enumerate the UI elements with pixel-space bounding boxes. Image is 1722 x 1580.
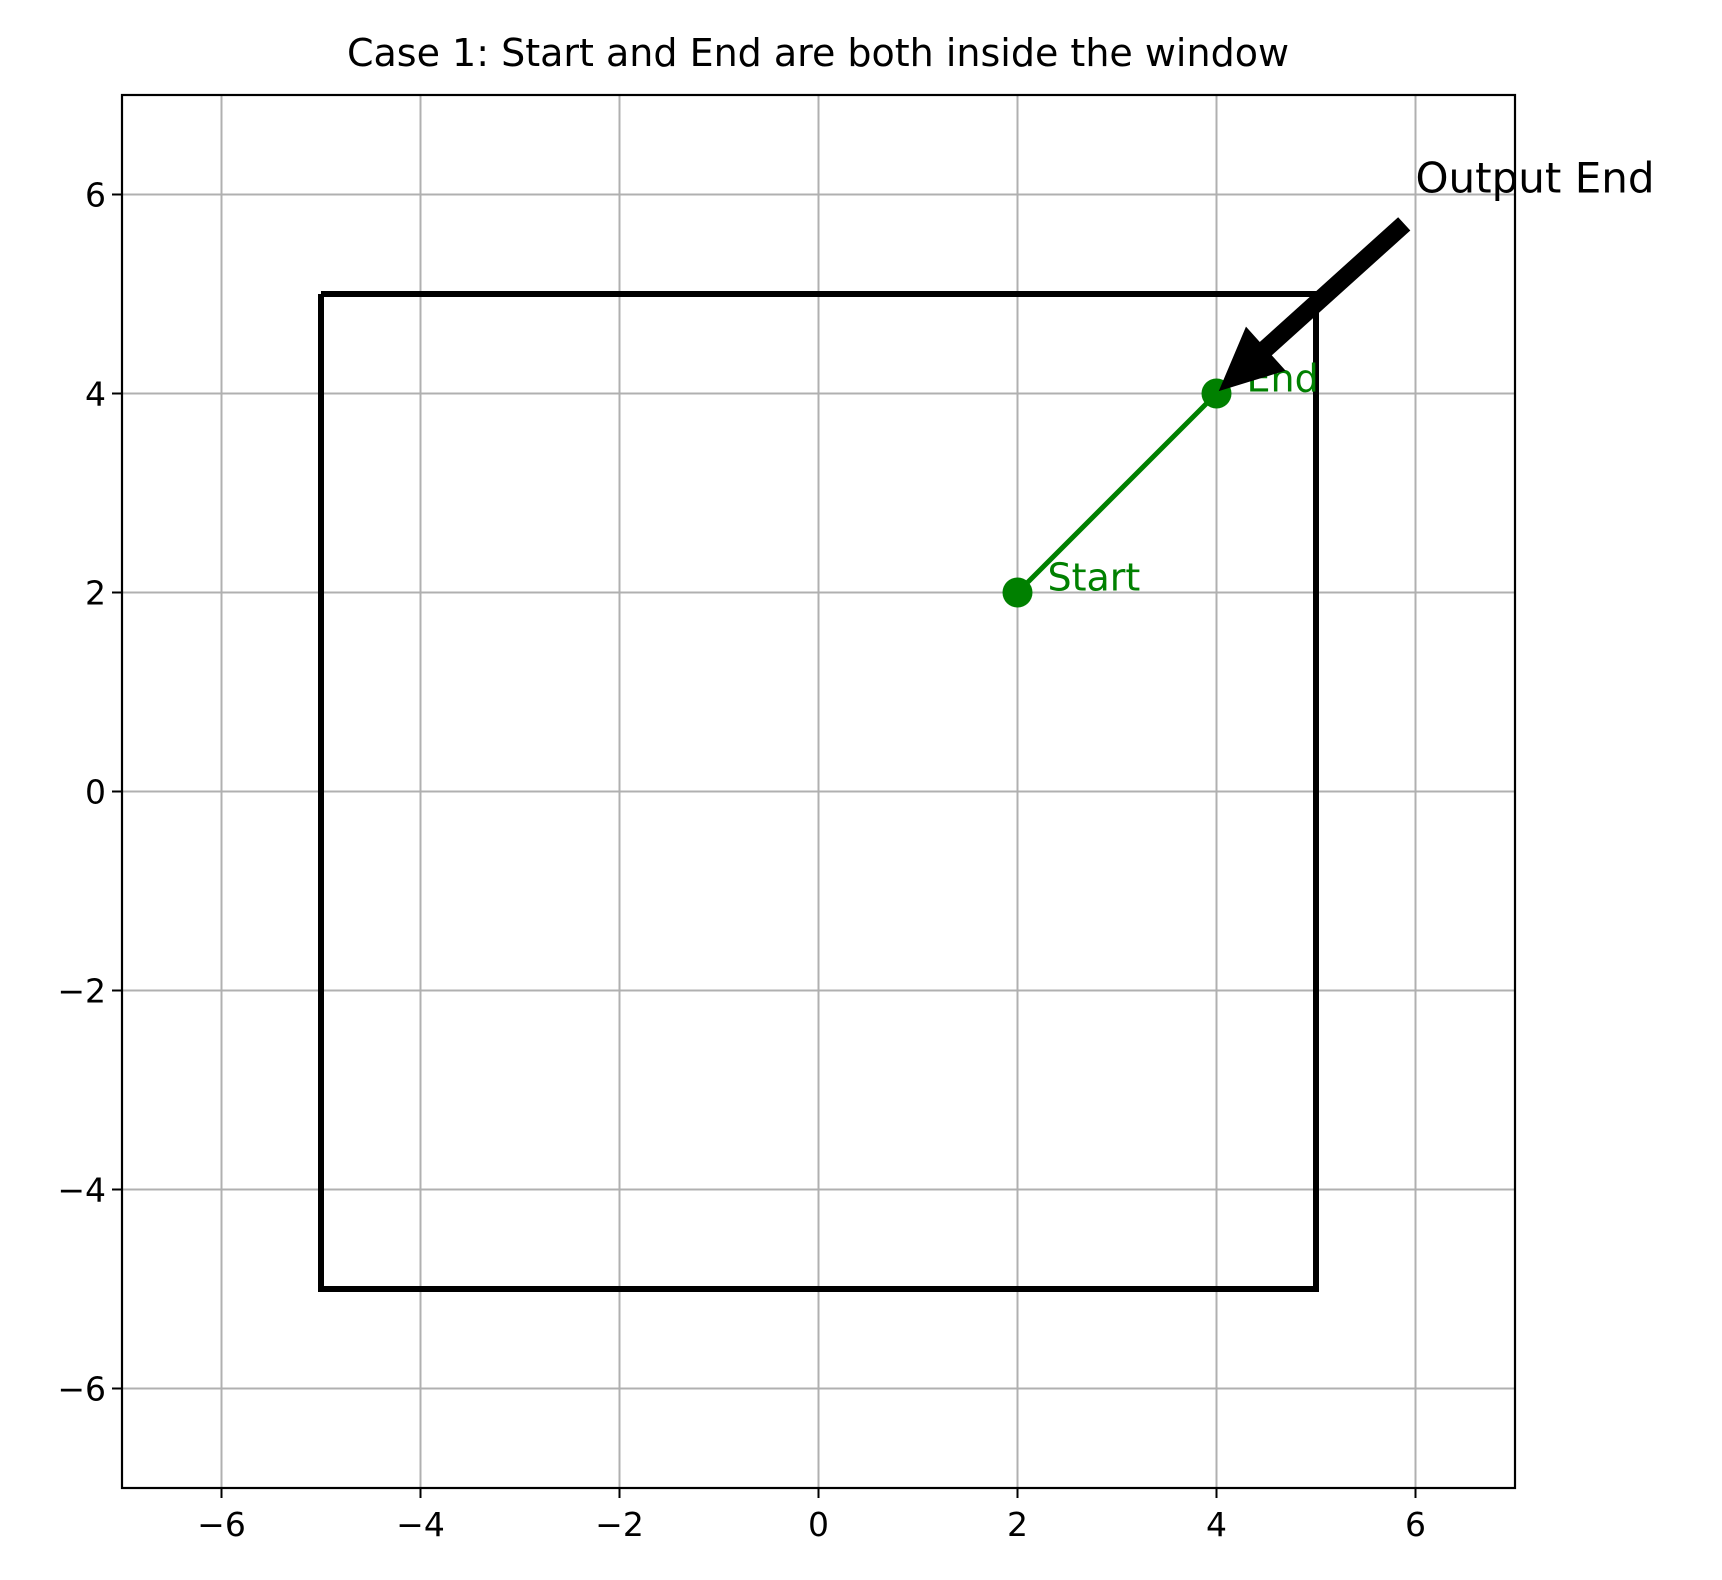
x-tick-label: −6 [197,1505,246,1544]
grid [122,95,1515,1488]
x-tick-label: 6 [1405,1505,1426,1544]
annotation-arrow [1218,217,1411,392]
segment-line [1015,391,1219,595]
window-rectangle [318,291,1319,1292]
point-start [1002,577,1033,608]
y-tick-label: −4 [57,1171,106,1210]
ticks: −6 −4 −2 0 2 4 6 −6 −4 −2 0 2 4 6 [57,176,1426,1545]
y-tick-label: 2 [85,574,106,613]
chart-title: Case 1: Start and End are both inside th… [347,31,1289,75]
point-label-start: Start [1048,556,1141,600]
x-tick-label: 0 [808,1505,829,1544]
y-tick-label: 6 [85,176,106,215]
annotation-label: Output End [1416,154,1655,203]
x-tick-label: 4 [1206,1505,1227,1544]
y-tick-label: 4 [85,375,106,414]
x-tick-label: −4 [396,1505,445,1544]
window-layer [318,291,1319,1292]
x-tick-label: 2 [1007,1505,1028,1544]
segment-layer [1015,391,1219,595]
y-tick-label: 0 [85,773,106,812]
x-tick-label: −2 [595,1505,644,1544]
annotation-layer: Output End [1218,154,1655,392]
y-tick-label: −2 [57,972,106,1011]
y-tick-label: −6 [57,1370,106,1409]
